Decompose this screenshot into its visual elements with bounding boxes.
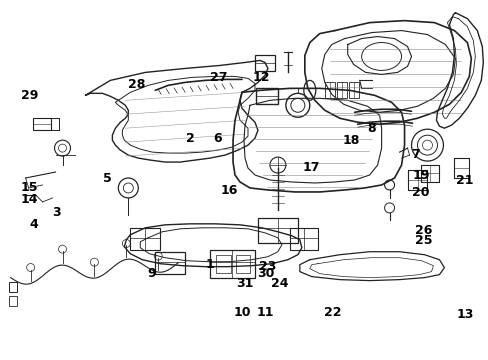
Text: 9: 9 bbox=[147, 267, 156, 280]
Text: 20: 20 bbox=[411, 186, 429, 199]
Text: 6: 6 bbox=[213, 132, 222, 145]
Text: 4: 4 bbox=[29, 218, 38, 231]
Text: 28: 28 bbox=[127, 78, 144, 91]
Text: 1: 1 bbox=[205, 258, 214, 271]
Bar bbox=[9, 296, 17, 306]
Text: 18: 18 bbox=[342, 134, 359, 147]
Text: 21: 21 bbox=[455, 174, 473, 186]
Bar bbox=[348, 82, 358, 98]
Text: 22: 22 bbox=[323, 306, 340, 319]
Bar bbox=[216, 255, 230, 273]
Text: 23: 23 bbox=[259, 260, 276, 273]
Bar bbox=[236, 255, 249, 273]
Text: 14: 14 bbox=[20, 193, 38, 206]
Text: 16: 16 bbox=[220, 184, 237, 197]
Text: 3: 3 bbox=[52, 206, 61, 219]
Text: 25: 25 bbox=[414, 234, 432, 247]
Text: 7: 7 bbox=[410, 148, 419, 161]
Text: 10: 10 bbox=[233, 306, 250, 319]
Text: 27: 27 bbox=[210, 71, 227, 84]
Text: 31: 31 bbox=[235, 278, 253, 291]
Bar bbox=[254, 55, 274, 71]
Bar bbox=[324, 82, 334, 98]
Text: 12: 12 bbox=[252, 71, 270, 84]
Text: 15: 15 bbox=[20, 181, 38, 194]
Text: 8: 8 bbox=[366, 122, 375, 135]
Text: 5: 5 bbox=[102, 172, 111, 185]
Text: 2: 2 bbox=[186, 132, 195, 145]
Bar bbox=[155, 252, 185, 274]
Text: 24: 24 bbox=[270, 278, 288, 291]
Text: 13: 13 bbox=[455, 308, 472, 321]
Text: 11: 11 bbox=[256, 306, 274, 319]
Text: 19: 19 bbox=[411, 169, 429, 182]
Text: 29: 29 bbox=[21, 89, 39, 102]
Bar bbox=[255, 88, 277, 104]
Bar bbox=[210, 250, 254, 278]
Text: 17: 17 bbox=[303, 161, 320, 174]
Bar bbox=[9, 282, 17, 292]
Bar bbox=[258, 218, 297, 243]
Bar bbox=[289, 228, 317, 250]
Bar bbox=[33, 118, 50, 130]
Text: 30: 30 bbox=[256, 267, 274, 280]
Text: 26: 26 bbox=[414, 224, 432, 237]
Bar bbox=[336, 82, 346, 98]
Bar bbox=[130, 228, 160, 250]
